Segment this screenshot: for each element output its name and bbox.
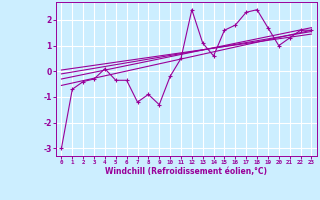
X-axis label: Windchill (Refroidissement éolien,°C): Windchill (Refroidissement éolien,°C) xyxy=(105,167,268,176)
